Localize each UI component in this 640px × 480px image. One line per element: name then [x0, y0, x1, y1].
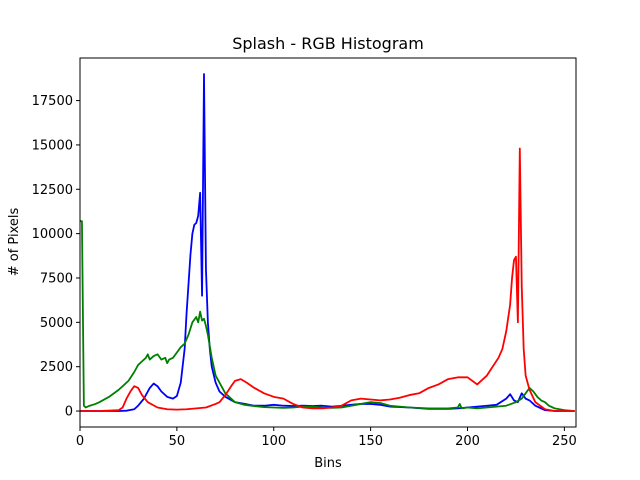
y-tick-label: 7500 [40, 271, 73, 286]
x-tick-label: 0 [76, 434, 84, 449]
y-tick-label: 15000 [32, 138, 73, 153]
x-tick-label: 200 [455, 434, 480, 449]
x-tick-label: 250 [552, 434, 577, 449]
x-tick-label: 150 [358, 434, 383, 449]
x-axis-title: Bins [314, 456, 342, 471]
y-tick-label: 2500 [40, 360, 73, 375]
x-tick-label: 100 [261, 434, 286, 449]
plot-frame [79, 57, 577, 428]
x-axis: 0 50 100 150 200 250 [76, 427, 577, 449]
y-tick-label: 10000 [32, 227, 73, 242]
green-channel-line [80, 220, 575, 412]
y-axis-title: # of Pixels [7, 208, 22, 277]
y-tick-label: 17500 [32, 94, 73, 109]
chart-title: Splash - RGB Histogram [232, 34, 424, 53]
red-channel-line [80, 147, 575, 412]
y-axis: 0 2500 5000 7500 10000 12500 15000 17500 [32, 94, 80, 420]
y-tick-label: 12500 [32, 183, 73, 198]
x-tick-label: 50 [169, 434, 186, 449]
y-tick-label: 5000 [40, 316, 73, 331]
y-tick-label: 0 [65, 405, 73, 420]
series-layer [80, 73, 575, 412]
